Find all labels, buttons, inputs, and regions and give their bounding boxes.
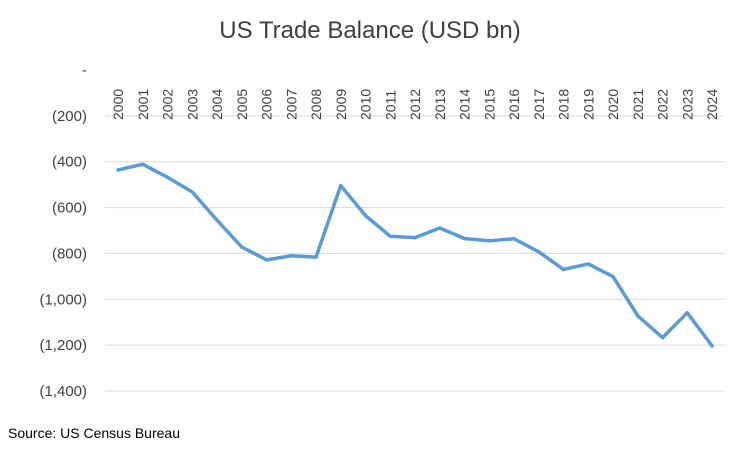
- x-tick-label: 2018: [556, 89, 572, 120]
- x-tick-label: 2013: [432, 89, 448, 120]
- x-tick-label: 2001: [135, 89, 151, 120]
- x-tick-label: 2014: [457, 89, 473, 120]
- data-point: [586, 262, 590, 266]
- data-point: [165, 175, 170, 180]
- x-tick-label: 2002: [160, 89, 176, 120]
- data-point: [611, 274, 615, 279]
- series-line: [116, 162, 714, 348]
- gridlines: [105, 115, 724, 392]
- x-tick-label: 2008: [308, 89, 324, 120]
- x-tick-label: 2003: [184, 89, 200, 120]
- data-point: [314, 255, 318, 259]
- data-point: [264, 258, 269, 262]
- x-tick-label: 2016: [506, 89, 522, 120]
- data-point: [141, 162, 145, 166]
- x-tick-label: 2011: [382, 90, 398, 120]
- data-point: [190, 190, 194, 194]
- x-tick-label: 2010: [358, 89, 374, 120]
- data-point: [462, 236, 467, 241]
- data-point: [636, 314, 640, 318]
- x-tick-label: 2021: [630, 89, 646, 120]
- source-note: Source: US Census Bureau: [8, 425, 180, 441]
- x-axis-ticks: 2000 2001 2002 2003 2004 2005 2006 2007 2008 2009…: [110, 89, 720, 120]
- data-point: [561, 267, 566, 272]
- y-tick-label: (1,400): [39, 383, 87, 400]
- x-tick-label: 2020: [605, 89, 621, 120]
- y-tick-label: (800): [52, 245, 87, 262]
- data-point: [438, 226, 442, 230]
- data-point: [116, 168, 120, 172]
- x-tick-label: 2009: [333, 89, 349, 120]
- x-tick-label: 2019: [580, 89, 596, 120]
- x-tick-label: 2023: [679, 89, 695, 120]
- x-tick-label: 2012: [407, 89, 423, 120]
- data-point: [339, 183, 343, 188]
- data-point: [685, 311, 689, 315]
- y-tick-label: (600): [52, 200, 87, 217]
- x-tick-label: 2004: [209, 89, 225, 120]
- data-point: [512, 237, 516, 241]
- data-point: [487, 239, 491, 243]
- x-tick-label: 2000: [110, 89, 126, 120]
- x-tick-label: 2022: [655, 89, 671, 120]
- x-tick-label: 2024: [704, 89, 720, 120]
- data-point: [215, 218, 219, 222]
- series-layer: [116, 162, 714, 348]
- y-tick-label: (200): [52, 108, 87, 125]
- y-tick-label: (1,200): [39, 337, 87, 354]
- data-point: [388, 234, 392, 238]
- y-axis-ticks: - (200) (400) (600) (800) (1,000) (1,200) (1,40…: [39, 62, 87, 400]
- data-point: [289, 253, 293, 258]
- data-point: [240, 245, 244, 249]
- y-tick-label: (1,000): [39, 291, 87, 308]
- data-point: [537, 250, 541, 254]
- data-point: [660, 335, 665, 340]
- data-point: [710, 344, 714, 348]
- x-tick-label: 2005: [234, 89, 250, 120]
- x-tick-label: 2017: [531, 89, 547, 120]
- y-tick-label: -: [82, 62, 87, 79]
- data-point: [413, 235, 417, 240]
- chart-title: US Trade Balance (USD bn): [219, 17, 520, 44]
- x-tick-label: 2007: [283, 89, 299, 120]
- x-tick-label: 2015: [481, 89, 497, 120]
- y-tick-label: (400): [52, 154, 87, 171]
- x-tick-label: 2006: [259, 89, 275, 120]
- data-point: [363, 213, 368, 218]
